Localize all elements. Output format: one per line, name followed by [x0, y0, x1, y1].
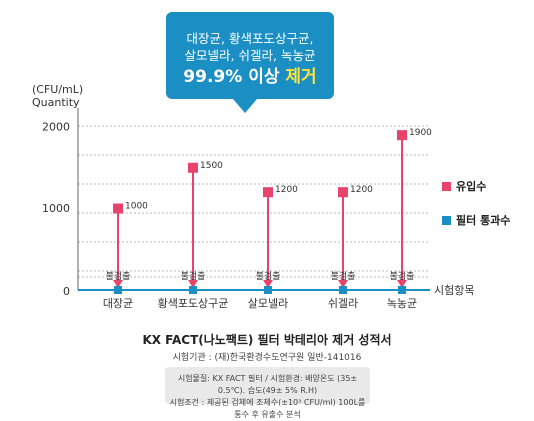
inflow-point	[338, 187, 348, 198]
inflow-arrow-head	[188, 280, 198, 288]
filtered-point	[264, 286, 272, 294]
x-axis-label: 시험항목	[434, 284, 474, 297]
inflow-value-label: 1500	[200, 161, 223, 171]
callout-accent: 제거	[285, 67, 317, 87]
result-callout: 대장균, 황색포도상구균, 살모넬라, 쉬겔라, 녹농균 99.9% 이상 제거	[166, 12, 334, 113]
inflow-value-label: 1200	[275, 185, 298, 195]
filtered-swatch	[442, 216, 451, 225]
inflow-point	[188, 162, 198, 173]
test-notes: 시험물질: KX FACT 필터 / 시험환경: 배양온도 (35± 0.5℃)…	[165, 367, 370, 419]
callout-line-2: 살모넬라, 쉬겔라, 녹농균	[184, 48, 316, 63]
legend-filtered-label: 필터 통과수	[456, 214, 511, 227]
x-tick-label: 대장균	[103, 297, 133, 310]
test-note-1: 시험물질: KX FACT 필터 / 시험환경: 배양온도 (35± 0.5℃)…	[177, 374, 358, 395]
x-tick-label: 살모넬라	[248, 297, 288, 310]
callout-line-3: 99.9% 이상 제거	[166, 66, 334, 88]
callout-line-1: 대장균, 황색포도상구균,	[186, 31, 314, 46]
inflow-value-label: 1200	[350, 185, 373, 195]
filtered-value-label: 불검출	[331, 270, 356, 282]
filtered-value-label: 불검출	[256, 270, 281, 282]
inflow-arrow-head	[397, 280, 407, 288]
inflow-arrow-head	[338, 280, 348, 288]
test-agency: 시험기관 : (재)한국환경수도연구원 일반-141016	[172, 353, 362, 363]
callout-value: 99.9% 이상	[183, 67, 286, 87]
inflow-value-label: 1900	[409, 128, 432, 138]
filtered-value-label: 불검출	[181, 270, 206, 282]
inflow-arrow-head	[113, 280, 123, 288]
filtered-value-label: 불검출	[106, 270, 131, 282]
quantity-label: Quantity	[32, 96, 80, 109]
filtered-point	[189, 286, 197, 294]
unit-label: (CFU/mL)	[32, 83, 84, 96]
y-axis-unit: (CFU/mL) Quantity	[32, 83, 83, 109]
filtered-point	[398, 286, 406, 294]
inflow-point	[263, 187, 273, 198]
filtered-value-label: 불검출	[390, 270, 415, 282]
x-tick-label: 황색포도상구균	[158, 297, 229, 310]
legend-inflow-label: 유입수	[456, 180, 487, 193]
test-note-2: 시험조건 : 제공된 검체에 조제수(±10³ CFU/ml) 100L를 통수…	[169, 398, 366, 419]
legend-filtered: 필터 통과수	[442, 212, 510, 228]
inflow-point	[397, 130, 407, 141]
inflow-arrow-head	[263, 280, 273, 288]
inflow-value-label: 1000	[125, 202, 148, 212]
y-tick-label: 2000	[42, 121, 70, 134]
y-tick-label: 0	[63, 285, 70, 298]
filtered-point	[114, 286, 122, 294]
legend-inflow: 유입수	[442, 178, 486, 194]
report-title: KX FACT(나노팩트) 필터 박테리아 제거 성적서	[142, 333, 392, 347]
x-tick-label: 쉬겔라	[328, 297, 358, 310]
y-tick-label: 1000	[42, 202, 70, 215]
inflow-point	[113, 203, 123, 214]
x-tick-label: 녹농균	[387, 297, 417, 310]
filtered-point	[339, 286, 347, 294]
inflow-swatch	[442, 182, 451, 191]
